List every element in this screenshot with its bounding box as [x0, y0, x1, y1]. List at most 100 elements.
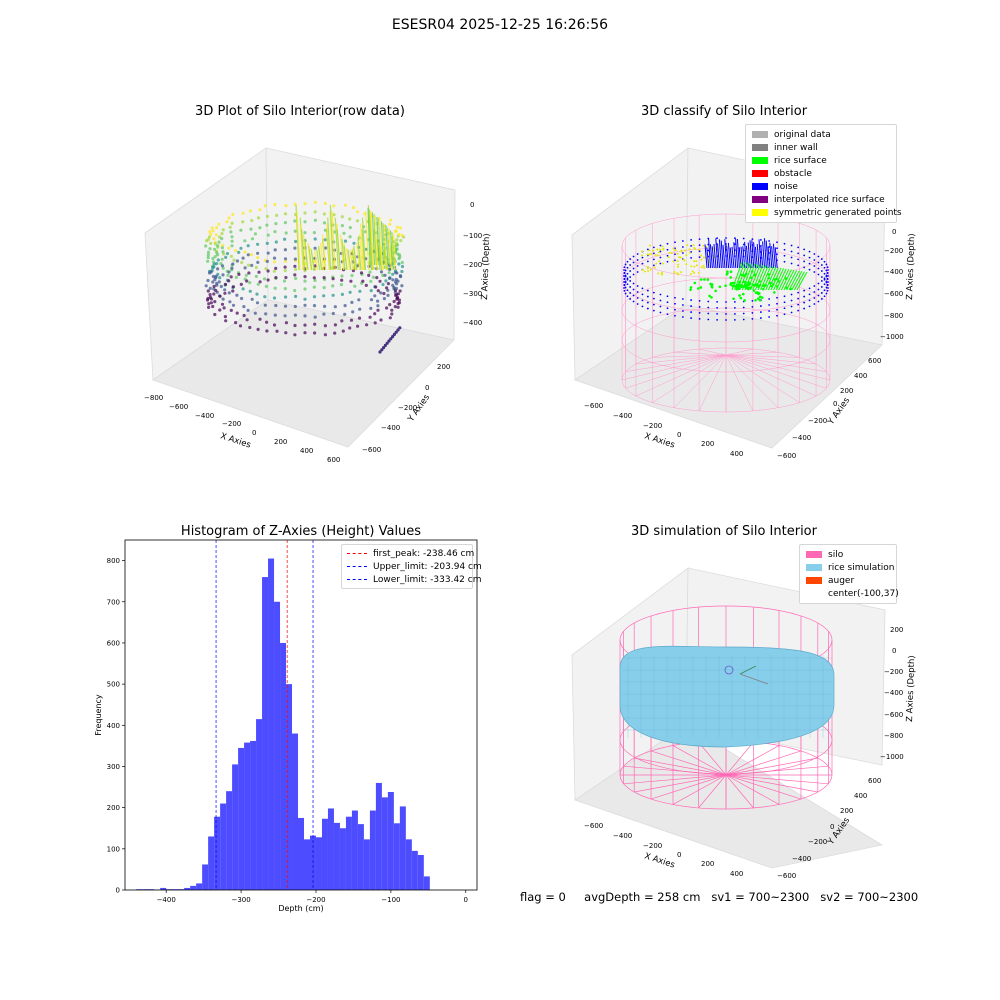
- scatter-point: [224, 319, 228, 323]
- legend-item: auger: [806, 574, 890, 587]
- scatter-point: [213, 247, 217, 251]
- noise-point: [808, 287, 811, 290]
- scatter-point: [388, 267, 392, 271]
- scatter-point: [214, 288, 218, 293]
- scatter-point: [382, 291, 386, 296]
- scatter-point: [262, 277, 267, 281]
- noise-point: [652, 246, 655, 249]
- scatter-streak: [331, 211, 336, 271]
- silo-spoke: [725, 348, 753, 356]
- rice-surface-streak: [765, 266, 777, 291]
- rice-surface-point: [739, 296, 743, 300]
- noise-point: [768, 316, 771, 318]
- scatter-point: [386, 288, 390, 292]
- scatter-point: [373, 312, 377, 316]
- scatter-point: [227, 291, 231, 295]
- scatter-point: [303, 331, 307, 335]
- histogram-bar: [196, 883, 203, 890]
- symmetric-point: [693, 265, 696, 268]
- noise-streak: [718, 239, 722, 269]
- legend-swatch: [752, 144, 768, 151]
- rice-surface-point: [756, 297, 760, 300]
- scatter-streak: [365, 211, 370, 271]
- noise-streak: [713, 243, 717, 269]
- scatter-point: [246, 308, 250, 312]
- histogram-bar: [166, 889, 173, 890]
- noise-point: [803, 254, 806, 257]
- scatter-point: [293, 313, 297, 317]
- scatter-point: [365, 323, 369, 327]
- symmetric-point: [649, 268, 652, 271]
- scatter-point: [219, 284, 223, 289]
- status-avg-depth: avgDepth = 258 cm: [584, 890, 701, 904]
- scatter-point: [210, 226, 214, 230]
- scatter-point: [322, 221, 327, 225]
- noise-point: [776, 302, 778, 305]
- noise-point: [797, 297, 800, 300]
- histogram-bar: [381, 797, 388, 890]
- scatter-point: [371, 275, 375, 279]
- noise-streak: [769, 242, 773, 269]
- noise-point: [797, 303, 800, 306]
- noise-point: [797, 291, 800, 294]
- scatter-point: [266, 233, 270, 237]
- scatter-point: [208, 286, 212, 290]
- noise-point: [790, 250, 793, 253]
- scatter-point: [386, 282, 390, 286]
- scatter-point: [273, 313, 277, 317]
- rice-surface-streak: [760, 266, 772, 291]
- symmetric-point: [691, 270, 694, 273]
- y-tick-label: 700: [107, 598, 120, 606]
- scatter-point: [274, 222, 278, 226]
- silo-spoke: [725, 774, 829, 785]
- noise-point: [813, 259, 816, 261]
- scatter-point: [313, 331, 317, 335]
- scatter-point: [388, 316, 392, 320]
- noise-point: [681, 316, 684, 318]
- symmetric-point: [652, 249, 655, 252]
- scatter-point: [323, 333, 327, 337]
- histogram-bar: [136, 889, 143, 890]
- noise-point: [632, 273, 635, 276]
- rice-surface-streak: [783, 269, 795, 291]
- noise-point: [742, 312, 745, 315]
- rice-surface-streak: [767, 267, 779, 291]
- scatter-point: [394, 330, 398, 334]
- scatter-point: [258, 317, 262, 321]
- noise-point: [827, 269, 829, 271]
- scatter-point: [212, 284, 216, 288]
- scatter-streak: [336, 229, 341, 271]
- scatter-point: [230, 221, 234, 225]
- y-tick-label: 300: [107, 763, 120, 771]
- scatter-point: [385, 286, 389, 290]
- histogram-bar: [208, 836, 215, 890]
- symmetric-point: [703, 266, 706, 269]
- scatter-point: [385, 341, 389, 345]
- scatter-point: [358, 307, 362, 311]
- tick: −300: [463, 290, 482, 298]
- scatter-point: [263, 303, 267, 307]
- scatter-point: [220, 232, 224, 236]
- symmetric-point: [643, 270, 646, 273]
- scatter-point: [340, 319, 344, 323]
- legend-swatch: [806, 590, 822, 597]
- scatter-point: [348, 226, 352, 230]
- scatter-point: [389, 218, 393, 222]
- legend-swatch: [752, 183, 768, 190]
- histogram-bar: [292, 733, 299, 890]
- noise-point: [825, 263, 828, 266]
- noise-point: [823, 272, 826, 275]
- noise-point: [826, 284, 829, 287]
- noise-point: [813, 265, 816, 267]
- scatter-point: [369, 279, 373, 283]
- histogram-bar: [148, 889, 155, 890]
- symmetric-point: [648, 253, 651, 256]
- rice-surface-streak: [741, 263, 753, 291]
- scatter-point: [293, 323, 297, 328]
- rice-surface-streak: [780, 269, 792, 291]
- scatter-point: [323, 324, 327, 328]
- center-axis: [739, 673, 769, 685]
- symmetric-point: [641, 268, 644, 271]
- tick: 400: [730, 450, 743, 458]
- scatter-streak: [319, 242, 325, 271]
